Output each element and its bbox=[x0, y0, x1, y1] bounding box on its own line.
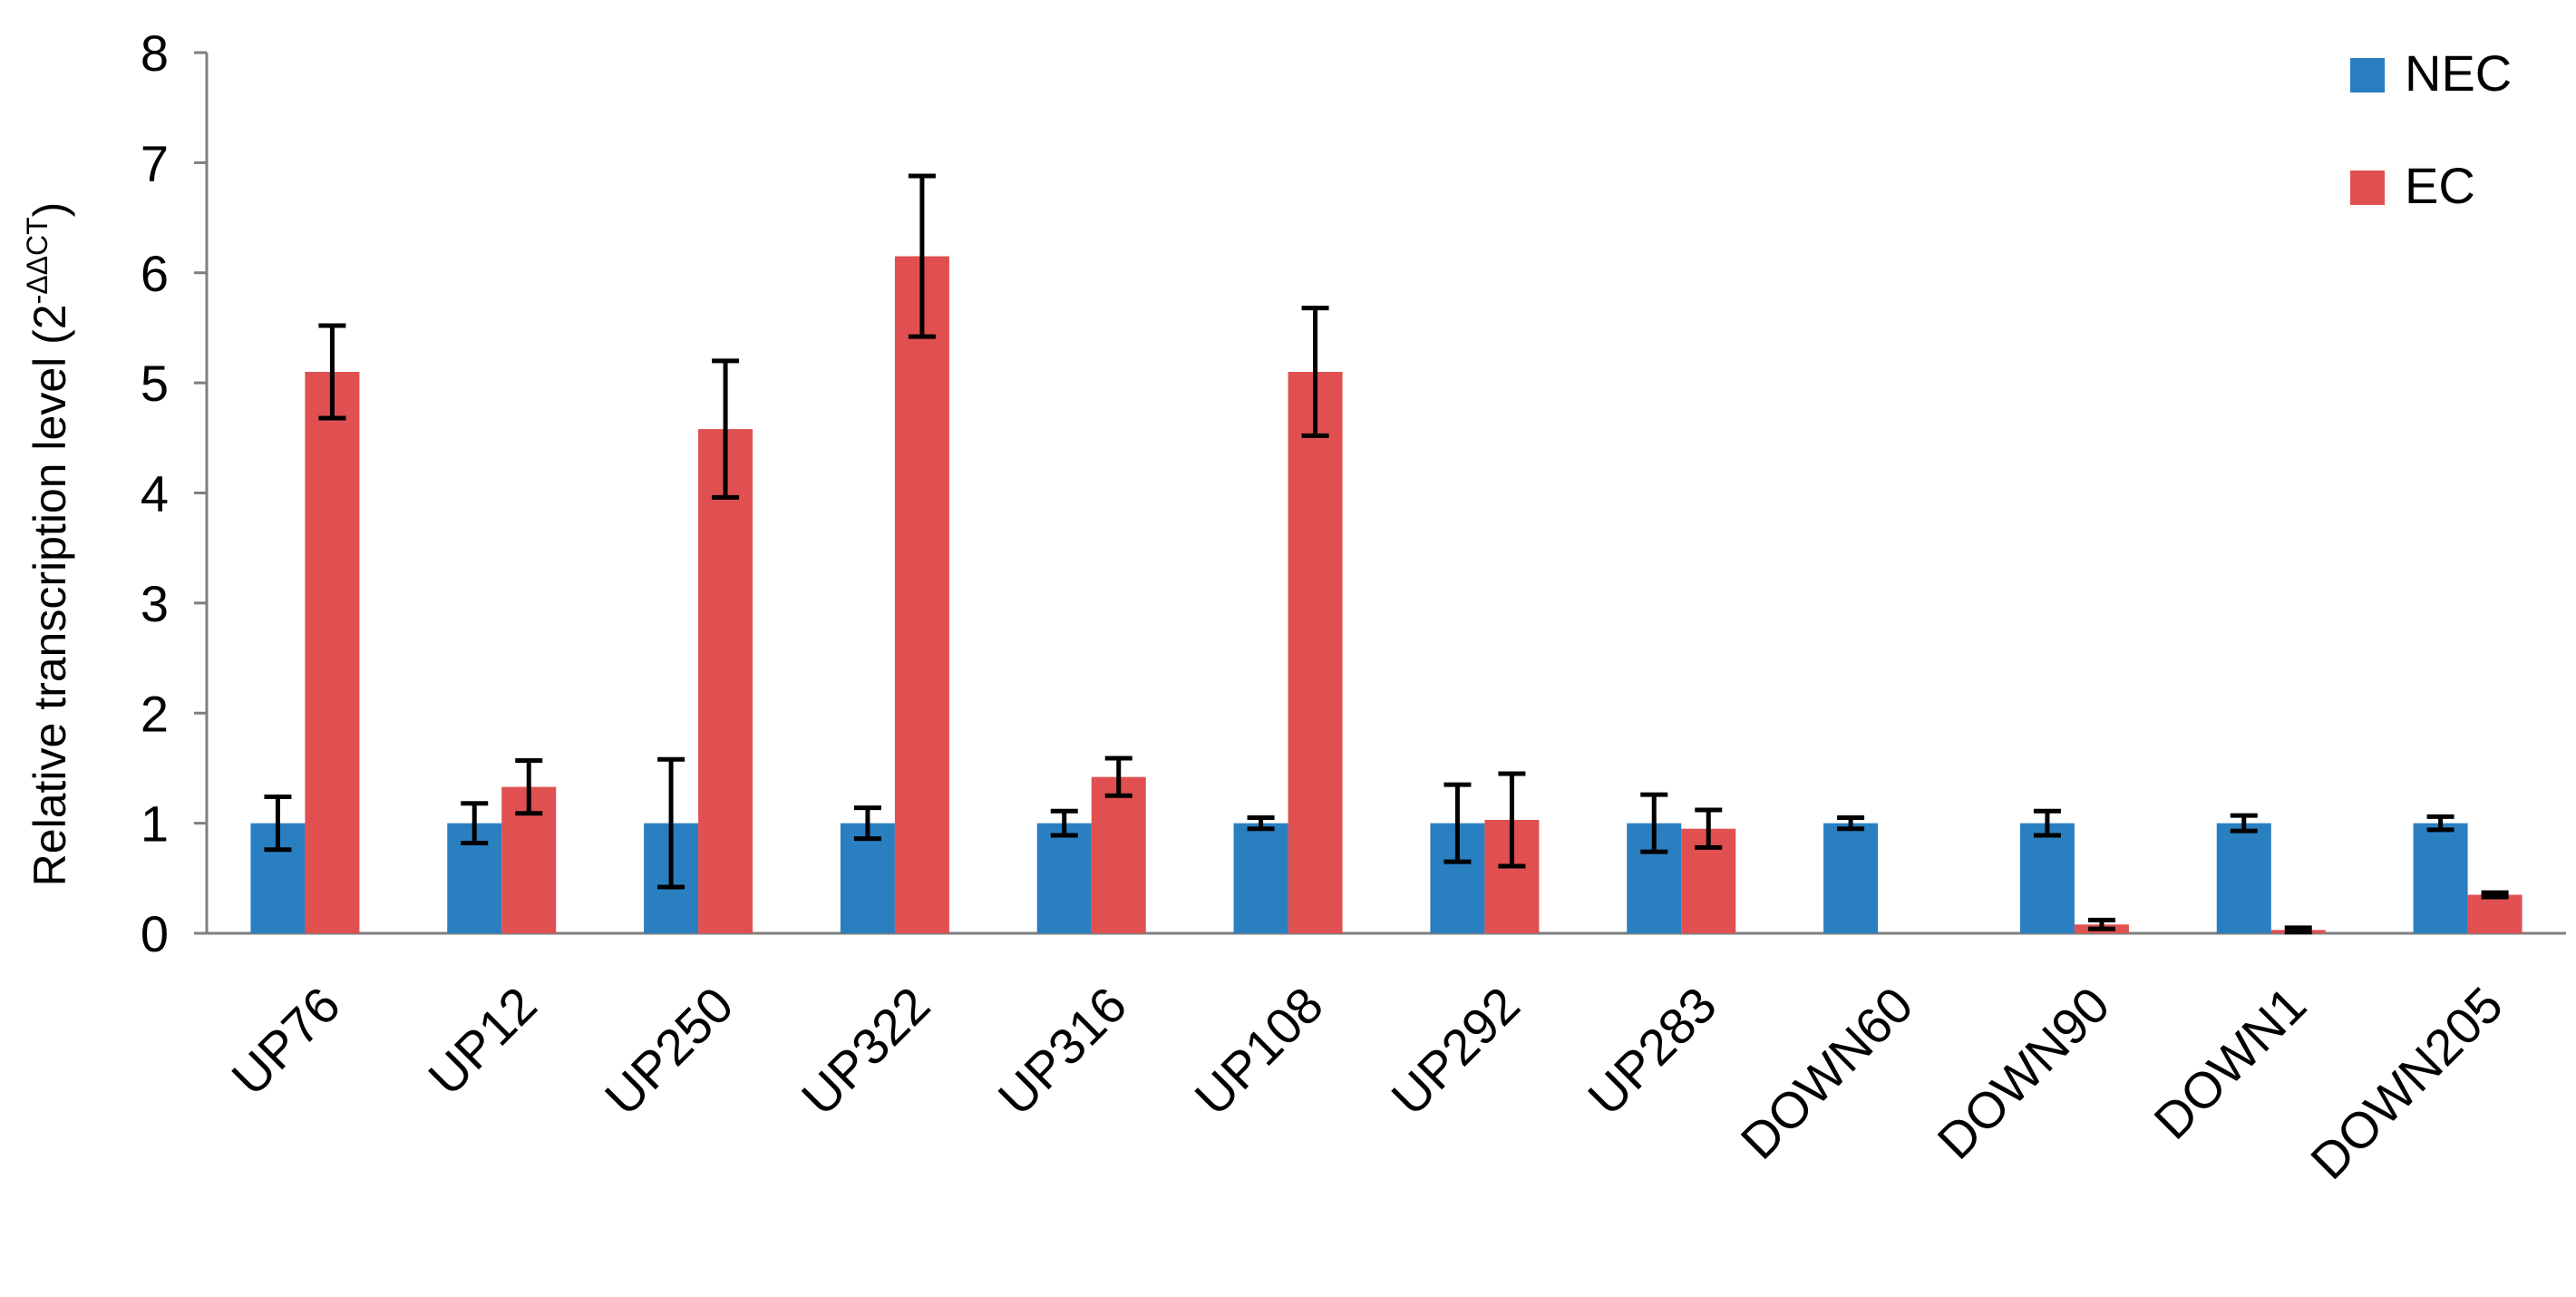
x-tick-label-up316: UP316 bbox=[987, 976, 1138, 1126]
svg-text:Relative transcription level (: Relative transcription level (2-ΔΔCT) bbox=[21, 202, 75, 887]
bar-ec-up108 bbox=[1288, 371, 1343, 933]
y-tick-label: 7 bbox=[141, 134, 169, 191]
x-tick-label-down205: DOWN205 bbox=[2299, 976, 2513, 1190]
y-tick-label: 0 bbox=[141, 905, 169, 962]
y-tick-label: 4 bbox=[141, 465, 169, 522]
y-axis-ticks: 0 1 2 3 4 5 6 7 8 bbox=[141, 24, 207, 962]
y-tick-label: 3 bbox=[141, 575, 169, 632]
bar-nec-up322 bbox=[840, 823, 895, 933]
y-tick-label: 8 bbox=[141, 24, 169, 82]
legend-swatch-nec bbox=[2350, 58, 2385, 93]
bar-nec-down60 bbox=[1823, 823, 1879, 933]
bar-nec-down205 bbox=[2413, 823, 2468, 933]
x-tick-label-down90: DOWN90 bbox=[1926, 976, 2120, 1170]
x-axis-tick-labels: UP76 UP12 UP250 UP322 UP316 UP108 UP292 UP283 DO… bbox=[220, 976, 2513, 1190]
y-axis-title-close: ) bbox=[24, 202, 75, 218]
y-tick-label: 2 bbox=[141, 685, 169, 742]
y-axis-title-superscript: -ΔΔCT bbox=[21, 217, 53, 304]
bars-layer bbox=[250, 256, 2523, 933]
legend-swatch-ec bbox=[2350, 171, 2385, 205]
x-tick-label-up12: UP12 bbox=[417, 976, 548, 1107]
bar-ec-down205 bbox=[2467, 894, 2523, 933]
x-tick-label-up76: UP76 bbox=[220, 976, 351, 1107]
x-tick-label-up283: UP283 bbox=[1577, 976, 1727, 1126]
x-tick-label-down1: DOWN1 bbox=[2143, 976, 2317, 1150]
x-tick-label-down60: DOWN60 bbox=[1730, 976, 1924, 1170]
y-axis-title-main: Relative transcription level (2 bbox=[24, 304, 75, 886]
bar-ec-up316 bbox=[1091, 776, 1146, 933]
legend-label-nec: NEC bbox=[2405, 44, 2512, 102]
bar-nec-up108 bbox=[1233, 823, 1288, 933]
x-tick-label-up322: UP322 bbox=[791, 976, 941, 1126]
y-tick-label: 5 bbox=[141, 355, 169, 412]
x-tick-label-up250: UP250 bbox=[594, 976, 744, 1126]
legend-label-ec: EC bbox=[2405, 157, 2475, 214]
bar-ec-up250 bbox=[698, 429, 753, 933]
bar-ec-up322 bbox=[894, 256, 949, 933]
bar-ec-up76 bbox=[305, 371, 360, 933]
error-bars-layer bbox=[264, 173, 2509, 935]
bar-nec-down1 bbox=[2216, 823, 2271, 933]
legend: NEC EC bbox=[2350, 44, 2512, 214]
bar-nec-up316 bbox=[1036, 823, 1092, 933]
y-axis-title: Relative transcription level (2-ΔΔCT) bbox=[21, 202, 75, 887]
x-tick-label-up108: UP108 bbox=[1183, 976, 1334, 1126]
bar-nec-down90 bbox=[2019, 823, 2075, 933]
x-tick-label-up292: UP292 bbox=[1380, 976, 1531, 1126]
y-tick-label: 6 bbox=[141, 245, 169, 302]
y-tick-label: 1 bbox=[141, 795, 169, 853]
